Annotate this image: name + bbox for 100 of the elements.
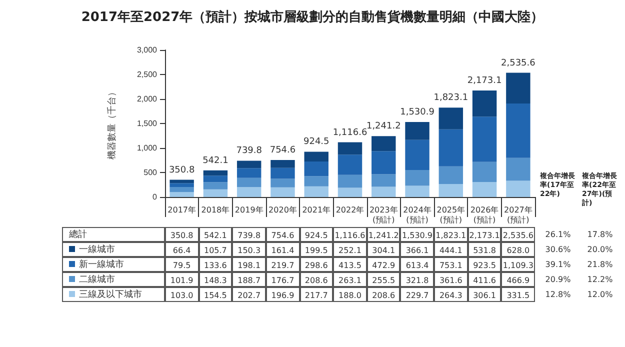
bar [270,160,295,168]
text: 20.0% [586,244,614,256]
text: 2,535.6 [502,231,534,240]
x-tick-label: 2020年 [268,206,297,214]
bar [304,186,328,197]
bar [236,160,262,168]
bar [405,140,430,170]
total-label: 754.6 [270,146,296,156]
data-label: 150.3 [232,242,266,257]
y-tick-label: 1,500 [136,119,158,128]
data-label: 188.0 [333,287,367,302]
bar [472,116,497,162]
bar [405,170,430,186]
bar [338,188,362,197]
data-label: 252.1 [333,242,367,257]
data-label: 413.5 [333,257,367,272]
bar [506,72,530,104]
bar [372,151,396,174]
text: 12.8% [544,289,572,301]
total-label: 924.5 [303,137,330,148]
bar [506,158,530,181]
text: 21.8% [586,259,614,271]
bar [372,186,396,197]
data-label: 1,109.3 [501,257,535,272]
data-label: 176.7 [266,272,300,287]
data-label: 199.5 [300,242,334,257]
bar [438,184,464,197]
data-label: 133.6 [198,257,232,272]
data-label: 531.8 [468,242,502,257]
legend-label: 三線及以下城市 [62,287,165,302]
bar [405,122,430,140]
legend-label: 一線城市 [62,242,165,257]
data-label: 101.9 [165,272,199,287]
text: 1,823.1 [436,231,466,240]
x-tick-label: 2021年 [302,206,331,214]
bar [236,168,262,178]
data-label: 411.6 [468,272,502,287]
data-label: 306.1 [468,287,502,302]
total-label: 542.1 [202,156,228,166]
bar [506,180,530,197]
x-tick-label: 2024年 (預計) [403,206,432,224]
bar [170,180,194,184]
total-label: 1,823.1 [434,93,468,104]
text: 1,241.2 [368,231,399,240]
bar [338,174,362,188]
text: 1,530.9 [402,231,433,240]
data-label: 148.3 [198,272,232,287]
y-tick-label: 2,000 [136,94,158,104]
data-label: 331.5 [501,287,535,302]
y-tick-label: 2,500 [136,70,158,79]
bar [170,183,194,187]
data-label: 79.5 [165,257,199,272]
x-tick-label: 2026年 (預計) [470,206,499,224]
data-label: 229.7 [400,287,434,302]
bar [438,108,464,130]
data-label: 628.0 [501,242,535,257]
y-tick-label: 3,000 [136,46,158,54]
data-label: 103.0 [165,287,199,302]
text: 2,173.1 [469,231,500,240]
chart-title: 2017年至2027年（預計）按城市層級劃分的自動售貨機數量明細（中國大陸） [81,9,544,25]
data-label: 208.6 [366,287,400,302]
y-tick-label: 0 [152,192,158,202]
data-label: 202.7 [232,287,266,302]
bar [338,154,362,175]
text: 924.5 [304,231,328,240]
data-label: 66.4 [165,242,199,257]
bar [372,136,396,152]
data-label: 472.9 [366,257,400,272]
bar [170,192,194,197]
text: 350.8 [170,231,194,240]
text: 739.8 [238,231,261,240]
x-tick-label: 2022年 [336,206,364,214]
data-label: 198.1 [232,257,266,272]
bar [304,176,328,186]
text: 754.6 [271,231,294,240]
data-label: 208.6 [300,272,334,287]
bar [438,166,464,184]
total-label: 2,173.1 [467,76,502,86]
text: 總計 [62,227,165,242]
text: 39.1% [544,259,572,271]
y-tick-label: 1,000 [136,144,158,152]
x-tick-label: 2023年 (預計) [369,206,398,224]
data-label: 219.7 [266,257,300,272]
bar [472,90,497,117]
total-label: 1,116.6 [332,128,368,138]
bar [438,129,464,166]
bar [203,170,228,176]
total-label: 350.8 [168,165,195,176]
data-label: 264.3 [434,287,468,302]
bar [472,162,497,182]
bar [270,178,295,188]
data-label: 188.7 [232,272,266,287]
bar [170,186,194,192]
data-label: 196.9 [266,287,300,302]
data-label: 304.1 [366,242,400,257]
data-label: 366.1 [400,242,434,257]
text: 30.6% [544,244,572,256]
data-label: 154.5 [198,287,232,302]
data-label: 263.1 [333,272,367,287]
data-label: 613.4 [400,257,434,272]
